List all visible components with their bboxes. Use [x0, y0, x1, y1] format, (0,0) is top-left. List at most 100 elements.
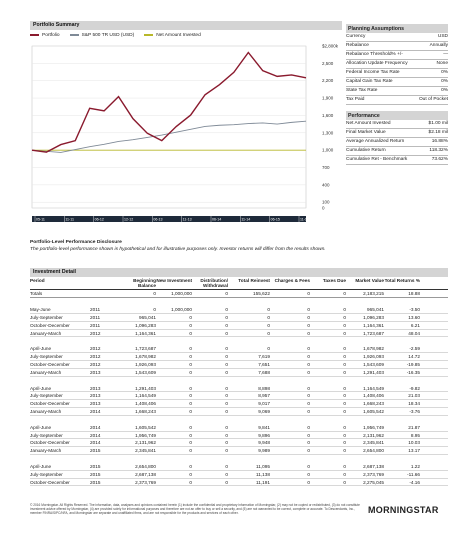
table-cell: 1,926,093 — [363, 354, 384, 360]
performance-value: 16.88% — [431, 139, 448, 145]
column-header: Beginning Balance — [133, 278, 156, 289]
table-cell: 2012 — [90, 354, 101, 360]
table-row: April-June 2013 1,291,403 0 0 8,898 0 0 1,164,54… — [30, 385, 448, 393]
investment-detail-table: Period Beginning Balance New Investment Dis… — [30, 278, 448, 487]
table-cell: 2,345,841 — [363, 440, 384, 446]
planning-value: Annually — [429, 43, 448, 49]
table-cell: 2,183,215 — [363, 291, 384, 297]
table-cell: April-June — [30, 424, 52, 430]
planning-label: Federal Income Tax Rate — [346, 70, 400, 76]
table-cell: -4.16 — [409, 479, 420, 485]
table-cell: 0 — [343, 471, 346, 477]
table-cell: -9.82 — [409, 385, 420, 391]
table-cell: 0 — [307, 471, 310, 477]
table-cell: 18.88 — [408, 291, 420, 297]
investment-detail-header: Investment Detail — [30, 268, 448, 277]
table-cell: 0 — [189, 479, 192, 485]
table-cell: 2,687,138 — [363, 463, 384, 469]
table-cell: 9,896 — [258, 432, 270, 438]
table-cell: 2014 — [90, 440, 101, 446]
table-cell: 1,678,982 — [135, 354, 156, 360]
table-cell: 0 — [189, 354, 192, 360]
table-cell: 0 — [307, 315, 310, 320]
table-cell: 1,723,687 — [135, 346, 156, 352]
planning-value: 0% — [441, 88, 448, 94]
x-tick-label: 06-12 — [95, 218, 104, 222]
legend-item-benchmark: S&P 500 TR USD (USD) — [69, 33, 134, 38]
table-body: Totals 0 1,000,000 0 155,622 0 0 2,183,215 18.88… — [30, 290, 448, 487]
performance-row: Final Market Value $2.18 mil — [346, 129, 448, 138]
planning-value: USD — [437, 34, 448, 40]
investment-detail-title: Investment Detail — [33, 269, 76, 275]
table-cell: 0 — [189, 315, 192, 320]
table-row: October-December 2011 1,096,283 0 0 0 0 0 1,164,… — [30, 322, 448, 330]
planning-row: Federal Income Tax Rate 0% — [346, 69, 448, 78]
table-cell: 0 — [307, 463, 310, 469]
table-cell: 18.34 — [408, 401, 420, 407]
table-cell: 0 — [267, 330, 270, 336]
table-cell: 0 — [189, 424, 192, 430]
table-cell: 0 — [343, 424, 346, 430]
y-tick-label: 1,000 — [322, 148, 334, 153]
table-cell: 2,275,045 — [363, 479, 384, 485]
table-cell: 0 — [343, 401, 346, 407]
table-cell: 1.22 — [410, 463, 420, 469]
table-cell: 0 — [189, 369, 192, 375]
table-cell: 155,622 — [253, 291, 270, 297]
y-tick-label: 0 — [322, 206, 325, 211]
table-cell: 1,668,243 — [135, 408, 156, 414]
totals-row: Totals 0 1,000,000 0 155,622 0 0 2,183,215 18.88 — [30, 290, 448, 299]
table-cell: 1,000,000 — [171, 307, 192, 313]
table-row: May-June 2011 0 1,000,000 0 0 0 0 965,041 -3.50 — [30, 306, 448, 314]
table-cell: 965,041 — [139, 315, 156, 320]
y-tick-label: $2,800k — [322, 44, 339, 49]
table-cell: 0 — [307, 401, 310, 407]
table-cell: 0 — [225, 471, 228, 477]
planning-row: Tax Paid Out of Pocket — [346, 96, 448, 105]
table-row: October-December 2015 2,373,769 0 0 11,191 0 0 2… — [30, 479, 448, 487]
table-cell: 2013 — [90, 385, 101, 391]
table-cell: 0 — [343, 408, 346, 414]
table-cell: 0 — [343, 448, 346, 454]
disclosure-title: Portfolio-Level Performance Disclosure — [30, 240, 122, 245]
planning-label: Currency — [346, 34, 366, 40]
x-tick-label: 06-14 — [212, 218, 221, 222]
legend-item-net-invested: Net Amount Invested — [144, 33, 201, 38]
planning-rows: Currency USD Rebalance Annually Rebalance Th… — [346, 33, 448, 105]
table-cell: 0 — [307, 448, 310, 454]
table-cell: 0 — [153, 291, 156, 297]
table-cell: 0 — [343, 354, 346, 360]
group-spacer — [30, 337, 448, 345]
table-cell: 0 — [307, 440, 310, 446]
portfolio-summary-header: Portfolio Summary — [30, 21, 342, 30]
table-cell: 0 — [225, 322, 228, 328]
table-cell: 0 — [307, 479, 310, 485]
performance-title: Performance — [346, 111, 448, 120]
table-cell: 9,989 — [258, 448, 270, 454]
table-cell: 2015 — [90, 479, 101, 485]
column-header: Total Returns % — [384, 278, 420, 283]
column-header: Taxes Due — [322, 278, 346, 283]
table-cell: 1,096,283 — [135, 322, 156, 328]
legend-item-portfolio: Portfolio — [30, 33, 60, 38]
table-cell: April-June — [30, 346, 52, 352]
table-cell: 0 — [343, 369, 346, 375]
y-tick-label: 700 — [322, 165, 330, 170]
table-cell: 0 — [307, 432, 310, 438]
group-spacer — [30, 455, 448, 463]
table-cell: 0 — [189, 448, 192, 454]
column-header: Distribution/ Withdrawal — [200, 278, 228, 289]
table-cell: 0 — [267, 315, 270, 320]
table-cell: 0 — [189, 463, 192, 469]
table-cell: 0 — [307, 330, 310, 336]
series-line-benchmark — [31, 120, 307, 153]
table-cell: 8,957 — [258, 393, 270, 399]
table-cell: 0 — [343, 463, 346, 469]
growth-chart: $2,800k 2,500 2,200 1,900 1,600 1,300 1,000 700… — [31, 44, 339, 222]
table-cell: 1,164,549 — [363, 385, 384, 391]
table-cell: 0 — [225, 291, 228, 297]
table-cell: April-June — [30, 385, 52, 391]
table-cell: 2012 — [90, 330, 101, 336]
performance-label: Net Amount Invested — [346, 121, 391, 127]
table-cell: 0 — [225, 354, 228, 360]
